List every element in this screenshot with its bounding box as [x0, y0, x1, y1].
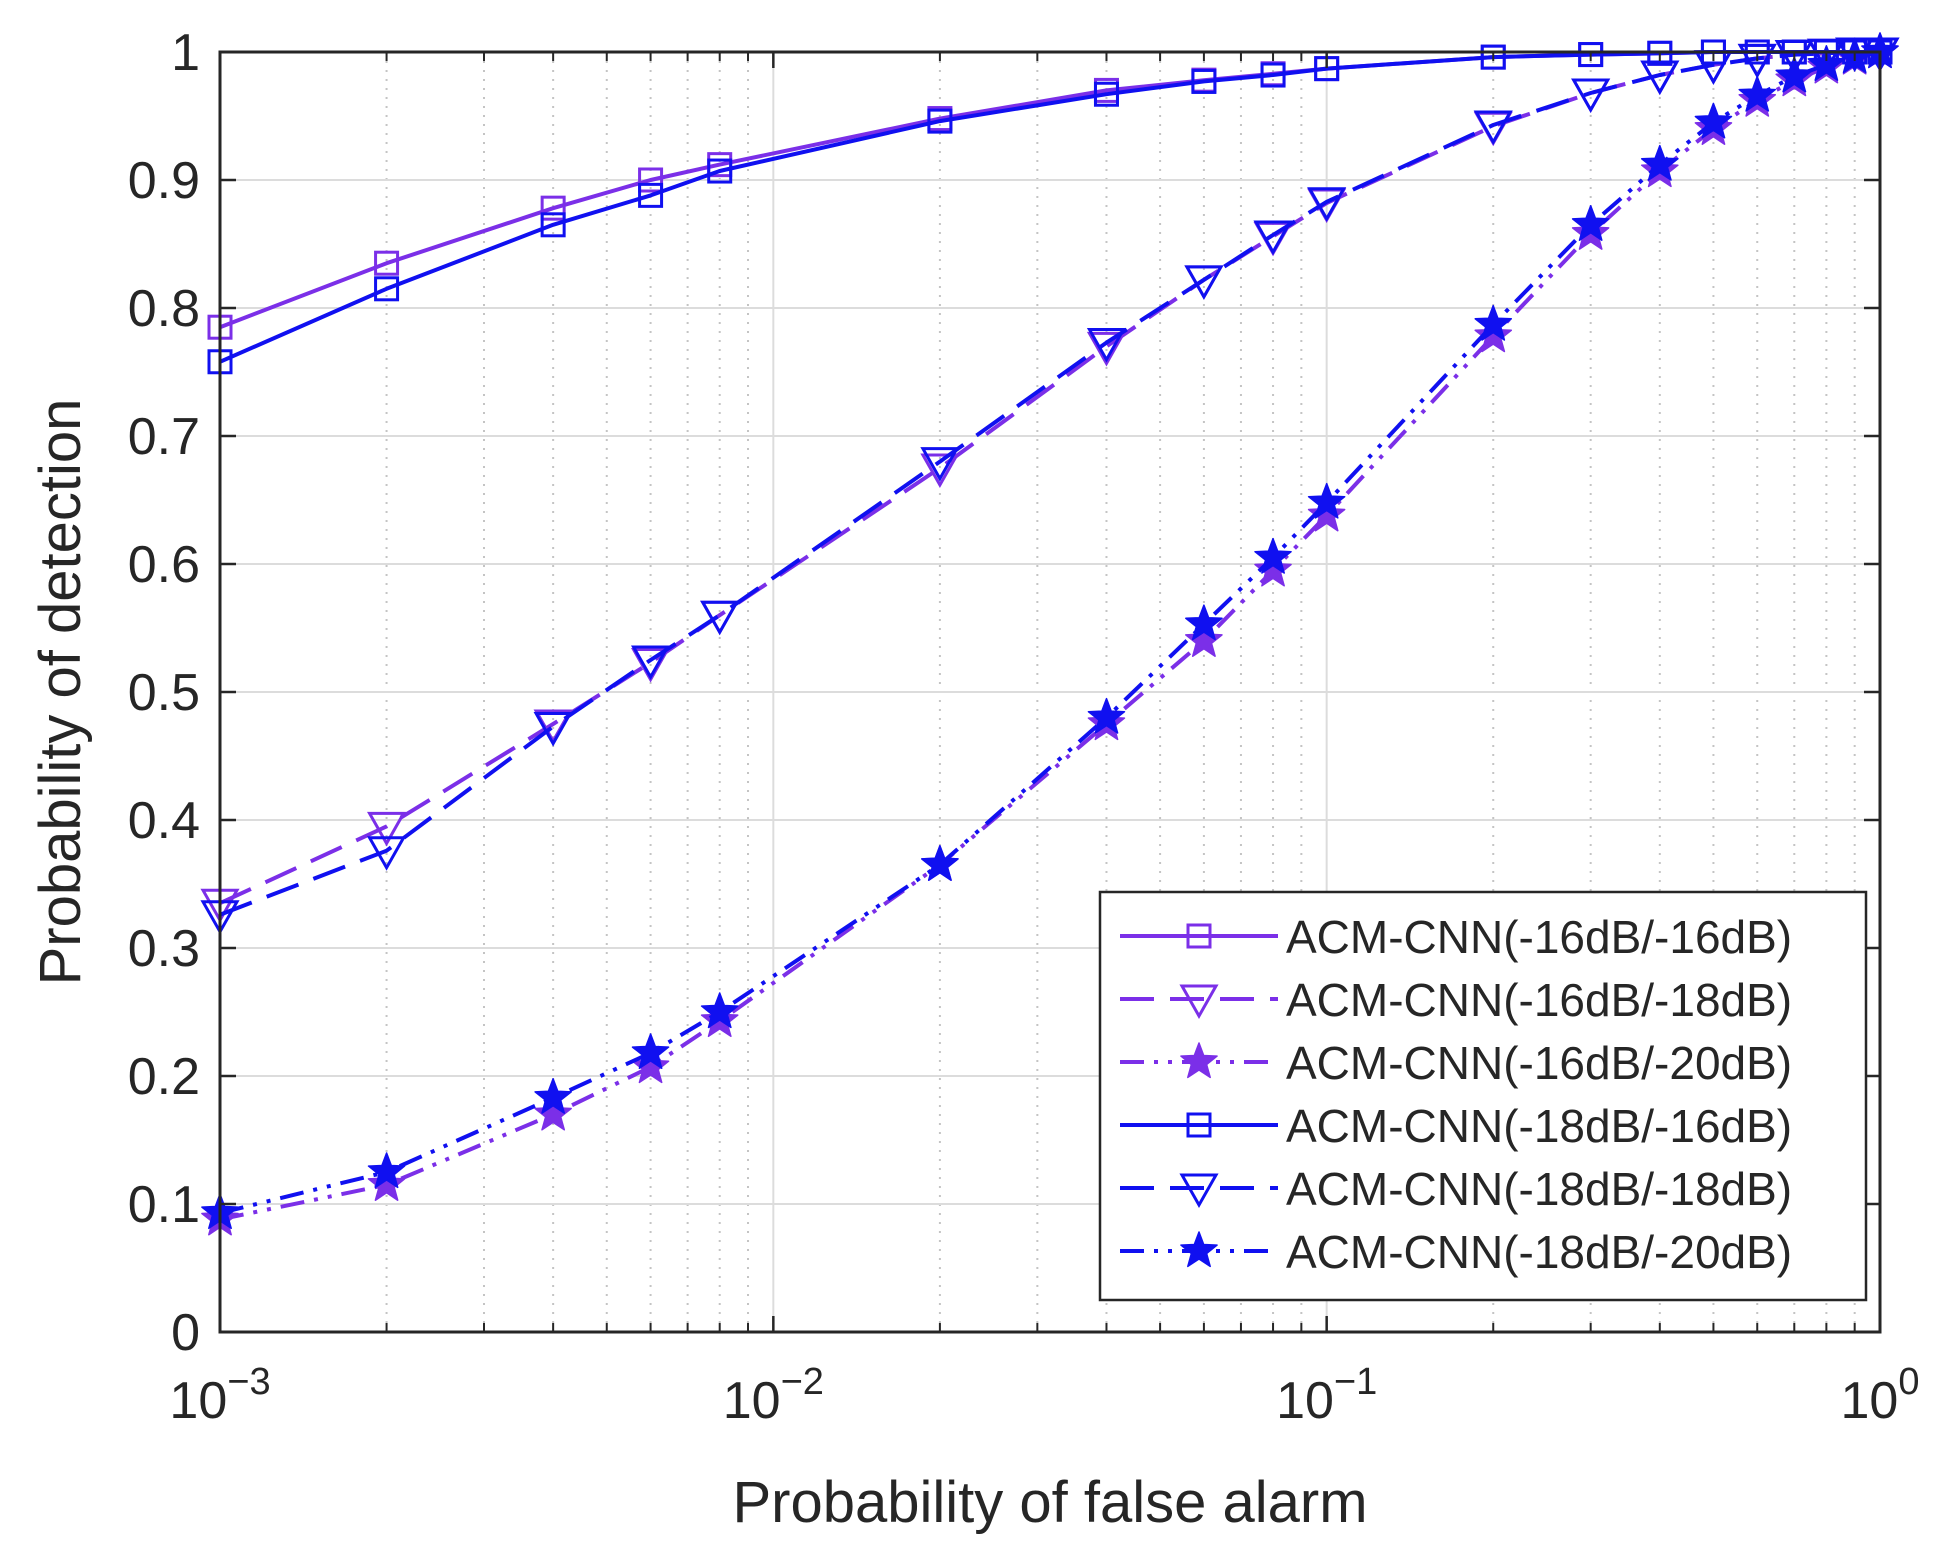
- data-point-marker: [1086, 331, 1127, 367]
- data-point-marker: [367, 1165, 406, 1201]
- y-tick-label: 0.2: [128, 1048, 200, 1106]
- legend: ACM-CNN(-16dB/-16dB) ACM-CNN(-16dB/-18dB)…: [1098, 890, 1868, 1302]
- data-point-marker: [700, 992, 739, 1029]
- data-point-marker: [631, 1033, 670, 1070]
- legend-box: [1098, 890, 1868, 1302]
- data-point-marker: [920, 453, 960, 489]
- legend-label: ACM-CNN(-16dB/-16dB): [1286, 911, 1792, 963]
- legend-marker: [1179, 984, 1219, 1020]
- data-point-marker: [1640, 60, 1680, 96]
- data-point-marker: [927, 108, 953, 134]
- data-point-marker: [533, 712, 573, 747]
- legend-label: ACM-CNN(-18dB/-16dB): [1286, 1100, 1792, 1152]
- data-point-marker: [374, 250, 400, 276]
- data-point-marker: [1474, 304, 1513, 341]
- legend-marker: [1180, 1231, 1218, 1268]
- y-tick-label: 0.7: [128, 408, 200, 466]
- legend-marker: [1186, 1112, 1212, 1138]
- y-tick-label: 0.1: [128, 1176, 200, 1234]
- legend-label: ACM-CNN(-16dB/-18dB): [1286, 974, 1792, 1026]
- data-point-marker: [921, 845, 959, 881]
- data-point-marker: [631, 645, 671, 681]
- data-point-marker: [638, 182, 664, 208]
- y-tick-label: 0.4: [128, 792, 200, 850]
- data-point-marker: [1260, 62, 1286, 88]
- y-tick-label: 0.5: [128, 664, 200, 722]
- data-point-marker: [366, 811, 407, 847]
- legend-entry: ACM-CNN(-16dB/-16dB): [1120, 911, 1792, 963]
- data-point-marker: [540, 212, 566, 238]
- data-point-marker: [534, 1094, 572, 1131]
- data-point-marker: [1253, 220, 1293, 256]
- data-point-marker: [374, 276, 400, 302]
- data-point-marker: [638, 167, 664, 193]
- data-point-marker: [1774, 40, 1814, 75]
- data-point-marker: [1571, 78, 1611, 114]
- data-point-marker: [1807, 45, 1846, 81]
- data-point-marker: [1738, 75, 1777, 112]
- legend-label: ACM-CNN(-18dB/-20dB): [1286, 1226, 1792, 1278]
- series-layer: [200, 32, 1900, 1236]
- data-point-marker: [1087, 697, 1126, 734]
- legend-entry: ACM-CNN(-18dB/-16dB): [1120, 1100, 1792, 1152]
- legend-marker: [1179, 1173, 1219, 1209]
- data-point-marker: [1093, 81, 1119, 107]
- data-point-marker: [367, 1152, 406, 1189]
- y-tick-label: 1: [171, 24, 200, 82]
- data-point-marker: [534, 1078, 572, 1114]
- data-point-marker: [1254, 550, 1292, 587]
- y-axis-label: Probability of detection: [28, 399, 93, 986]
- data-point-marker: [1473, 110, 1513, 146]
- y-tick-label: 0: [171, 1304, 200, 1362]
- data-point-marker: [920, 447, 960, 482]
- legend-marker: [1186, 923, 1212, 949]
- data-point-marker: [1806, 38, 1846, 74]
- data-point-marker: [1086, 328, 1127, 363]
- data-point-marker: [540, 195, 566, 221]
- x-tick-label: 10−3: [169, 1361, 270, 1430]
- legend-entry: ACM-CNN(-18dB/-20dB): [1120, 1226, 1792, 1278]
- data-point-marker: [700, 600, 740, 636]
- x-tick-label: 100: [1841, 1361, 1920, 1430]
- data-point-marker: [1480, 44, 1506, 70]
- y-tick-label: 0.6: [128, 536, 200, 594]
- ticks: 10−3 10−2 10−1 100 0 0.1 0.2 0.3 0.4 0.5 0.6 0.7 0.8…: [128, 24, 1920, 1430]
- data-point-marker: [1571, 205, 1610, 241]
- data-point-marker: [1185, 621, 1223, 657]
- data-point-marker: [1191, 68, 1217, 94]
- data-point-marker: [1694, 102, 1733, 139]
- data-point-marker: [1775, 56, 1814, 93]
- legend-label: ACM-CNN(-18dB/-18dB): [1286, 1163, 1792, 1215]
- data-point-marker: [366, 836, 407, 871]
- legend-entry: ACM-CNN(-16dB/-18dB): [1120, 974, 1792, 1026]
- data-point-marker: [1307, 495, 1346, 532]
- data-point-marker: [1184, 265, 1224, 300]
- y-tick-label: 0.3: [128, 920, 200, 978]
- legend-marker: [1180, 1042, 1218, 1079]
- legend-entry: ACM-CNN(-16dB/-20dB): [1120, 1037, 1792, 1089]
- data-point-marker: [707, 158, 733, 184]
- data-point-marker: [1307, 187, 1347, 222]
- legend-entry: ACM-CNN(-18dB/-18dB): [1120, 1163, 1792, 1215]
- x-tick-label: 10−2: [723, 1361, 824, 1430]
- data-point-marker: [1737, 43, 1777, 79]
- x-tick-label: 10−1: [1276, 1361, 1377, 1430]
- legend-label: ACM-CNN(-16dB/-20dB): [1286, 1037, 1792, 1089]
- x-axis-label: Probability of false alarm: [732, 1470, 1367, 1535]
- y-tick-label: 0.9: [128, 152, 200, 210]
- data-point-marker: [1185, 604, 1223, 641]
- data-point-marker: [1578, 42, 1604, 68]
- y-tick-label: 0.8: [128, 280, 200, 338]
- data-point-marker: [1254, 537, 1292, 574]
- data-point-marker: [1640, 144, 1679, 181]
- data-point-marker: [1307, 482, 1346, 519]
- data-point-marker: [1474, 316, 1513, 353]
